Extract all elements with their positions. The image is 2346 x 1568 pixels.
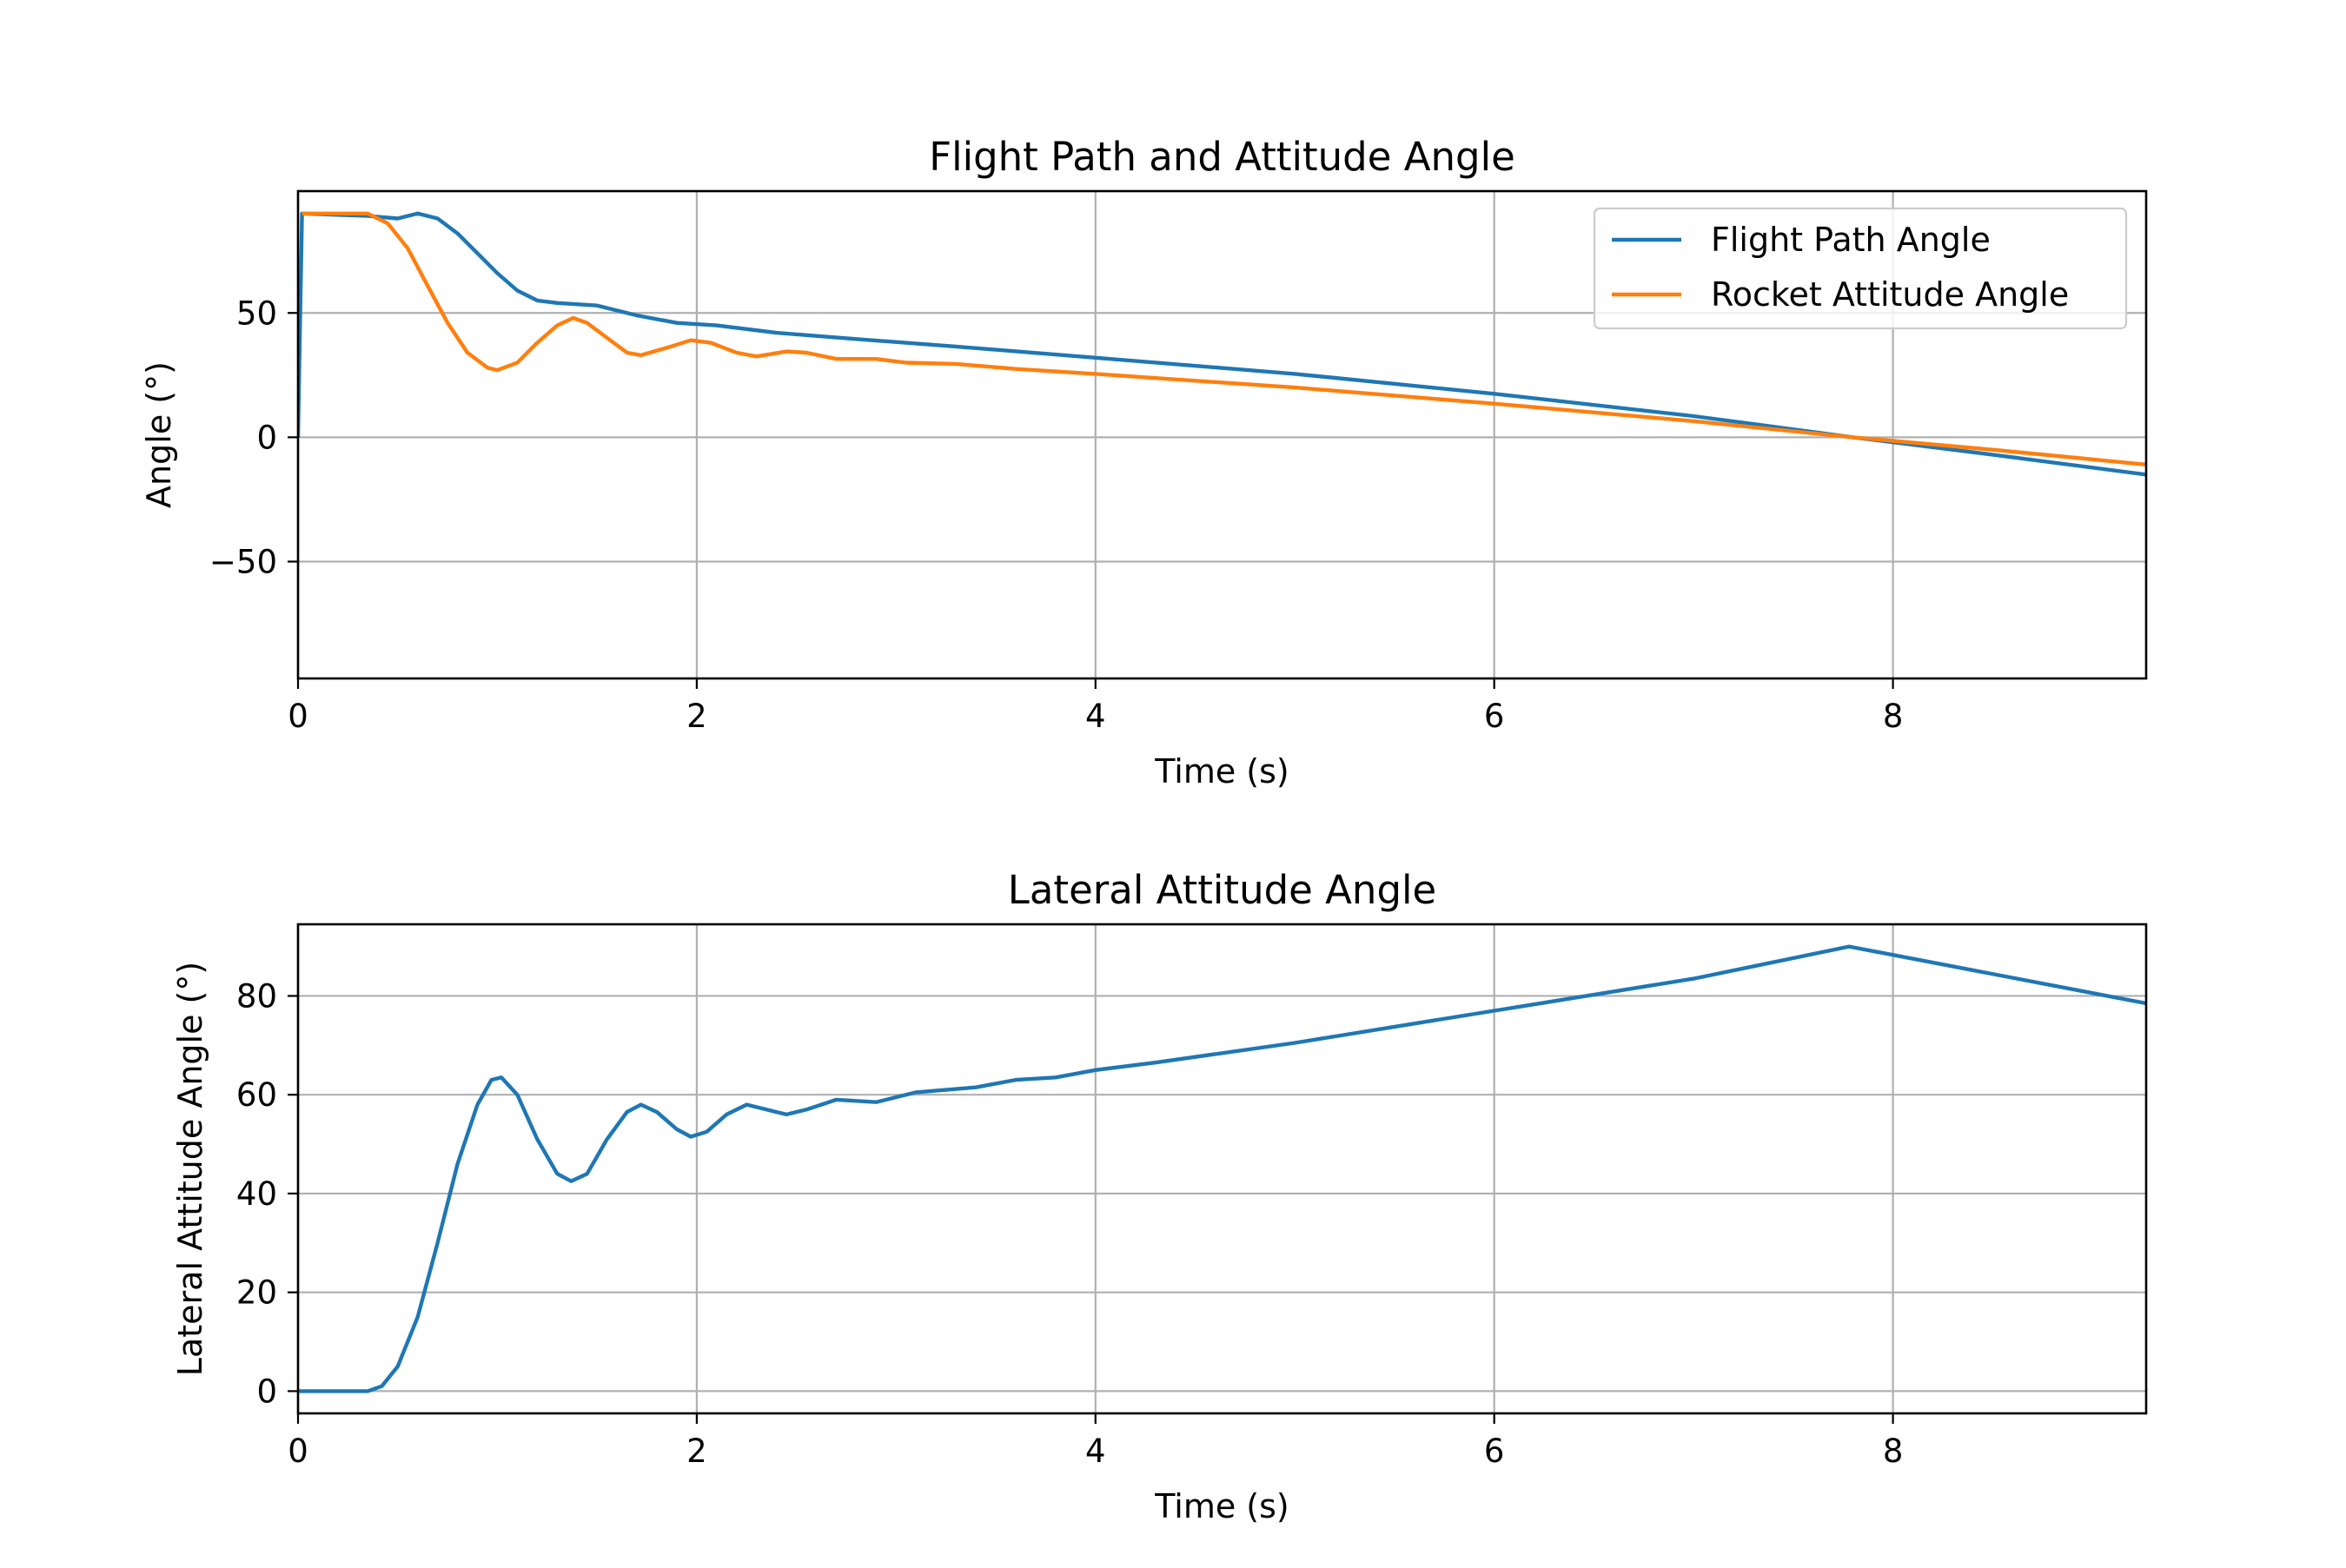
legend-box [1593,207,2128,330]
x-tick-label: 8 [1883,1432,1904,1470]
x-tick-label: 0 [288,1432,308,1470]
flight-path-chart: 0 2 4 6 8 −50 0 50 Flight Path and Attitude Ang… [140,134,2148,791]
y-tick-label: 40 [236,1175,277,1213]
chart-title: Flight Path and Attitude Angle [929,134,1515,180]
x-axis-label: Time (s) [1154,752,1289,791]
x-tick-label: 8 [1883,698,1904,735]
y-tick-label: 60 [236,1076,277,1114]
series-line-0 [298,944,2146,1393]
legend: Flight Path Angle Rocket Attitude Angle [1593,207,2128,330]
y-tick-label: 80 [236,977,277,1015]
x-axis-label: Time (s) [1154,1487,1289,1525]
x-tick-label: 0 [288,698,308,735]
axes-frame [296,189,2148,680]
legend-label-flight-path: Flight Path Angle [1711,221,1991,259]
chart-title: Lateral Attitude Angle [1008,867,1436,913]
series-line-1 [302,211,2146,466]
x-tick-label: 2 [686,1432,707,1470]
axes-frame [296,923,2148,1415]
y-tick-label: 50 [236,294,277,332]
y-axis-label: Lateral Attitude Angle (°) [171,962,209,1376]
x-tick-label: 4 [1085,698,1106,735]
series-line-0 [298,211,2146,477]
y-tick-label: 20 [236,1274,277,1312]
x-tick-label: 6 [1484,698,1505,735]
y-axis-label: Angle (°) [140,361,178,508]
legend-label-rocket-attitude: Rocket Attitude Angle [1711,275,2069,314]
y-tick-label: 0 [256,419,277,456]
y-tick-label: 0 [256,1373,277,1410]
x-tick-label: 4 [1085,1432,1106,1470]
y-tick-label: −50 [209,543,277,580]
x-tick-label: 6 [1484,1432,1505,1470]
x-tick-label: 2 [686,698,707,735]
